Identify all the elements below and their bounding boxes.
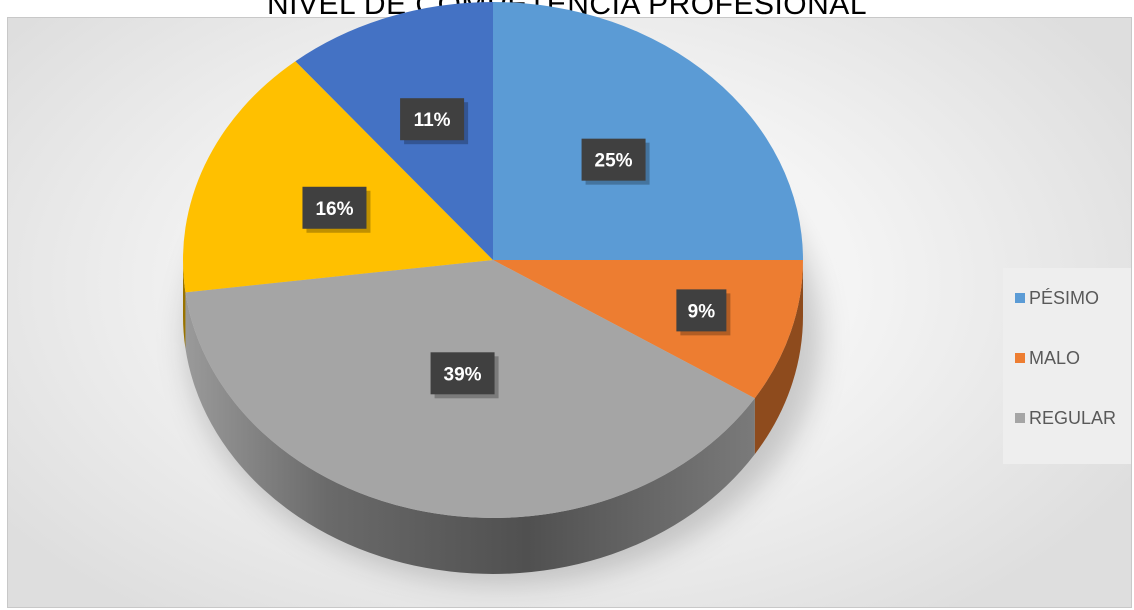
data-label-3: 16% bbox=[302, 186, 371, 233]
chart-legend: PÉSIMO MALO REGULAR bbox=[1003, 268, 1131, 464]
data-label-text: 9% bbox=[688, 301, 716, 322]
data-label-4: 11% bbox=[400, 98, 469, 145]
pie-side-1 bbox=[754, 260, 803, 455]
legend-item-malo: MALO bbox=[1015, 346, 1080, 370]
legend-swatch-regular bbox=[1015, 413, 1025, 423]
pie-data-labels: 25% 9% 39% 16% 11% bbox=[302, 98, 731, 399]
pie-slice-4 bbox=[295, 2, 493, 260]
data-label-box bbox=[400, 98, 465, 141]
data-label-box bbox=[302, 186, 367, 229]
data-label-text: 25% bbox=[595, 151, 633, 172]
pie-sides bbox=[183, 260, 803, 574]
legend-label-regular: REGULAR bbox=[1029, 407, 1117, 428]
legend-swatch-pesimo bbox=[1015, 293, 1025, 303]
data-label-1: 9% bbox=[676, 289, 731, 336]
data-label-text: 39% bbox=[444, 364, 482, 385]
data-label-text: 11% bbox=[414, 110, 451, 131]
pie-slice-3 bbox=[183, 61, 493, 293]
legend-item-regular: REGULAR bbox=[1015, 406, 1116, 430]
legend-swatch-malo bbox=[1015, 353, 1025, 363]
data-label-text: 16% bbox=[315, 199, 353, 220]
data-label-2: 39% bbox=[430, 352, 499, 399]
data-label-box bbox=[430, 352, 495, 395]
pie-slice-0 bbox=[493, 2, 803, 260]
pie-slices bbox=[183, 2, 803, 518]
legend-item-pesimo: PÉSIMO bbox=[1015, 286, 1099, 310]
pie-side-3 bbox=[183, 260, 186, 349]
data-label-box bbox=[676, 289, 727, 332]
legend-label-malo: MALO bbox=[1029, 347, 1081, 368]
data-label-box bbox=[581, 138, 646, 181]
data-label-0: 25% bbox=[581, 138, 650, 185]
legend-label-pesimo: PÉSIMO bbox=[1029, 287, 1100, 308]
pie-side-2 bbox=[185, 292, 755, 574]
